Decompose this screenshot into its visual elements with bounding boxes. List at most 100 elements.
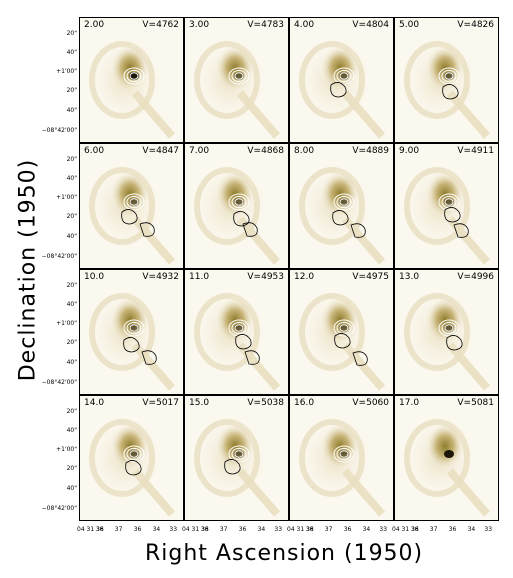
galaxy-tail [236,342,281,391]
channel-label: 16.0 [294,398,315,408]
white-contour [333,193,355,211]
white-contour [228,319,250,337]
dec-tick-label: +1'00" [56,194,77,202]
channel-label: 3.00 [189,20,210,30]
dec-tick-label: −08°42'00" [41,505,77,513]
black-contour [352,351,368,366]
black-contour [442,84,459,100]
galaxy-body [215,44,255,92]
galaxy-nucleus [444,324,454,332]
galaxy-nucleus [129,450,139,458]
galaxy-ring [404,167,470,245]
black-contour [244,350,260,365]
velocity-label: V=4953 [247,272,284,282]
galaxy-image [190,286,281,391]
galaxy-tail [236,216,281,265]
white-contour [126,69,142,83]
channel-panel: 2.00 V=4762 [79,17,184,143]
galaxy-tail [236,90,281,139]
velocity-label: V=4804 [352,20,389,30]
velocity-label: V=4911 [457,146,494,156]
galaxy-ring [299,419,365,497]
dec-tick-label: −08°42'00" [41,127,77,135]
white-contour [444,72,454,80]
channel-label: 11.0 [189,272,210,282]
channel-panel: 12.0 V=4975 [289,269,394,395]
galaxy-body [425,170,465,218]
galaxy-body [320,44,360,92]
galaxy-ring [89,419,155,497]
galaxy-ring [194,167,260,245]
galaxy-nucleus [234,198,244,206]
white-contour [123,319,145,337]
galaxy-ring [89,167,155,245]
channel-label: 2.00 [84,20,105,30]
velocity-label: V=4762 [142,20,179,30]
dec-tick-label: 40" [66,175,77,183]
galaxy-ring [89,293,155,371]
white-contour [228,67,250,85]
velocity-label: V=5060 [352,398,389,408]
velocity-label: V=5038 [247,398,284,408]
white-contour [441,321,457,335]
white-contour [126,321,142,335]
channel-label: 5.00 [399,20,420,30]
dec-tick-label: 20" [66,213,77,221]
channel-label: 9.00 [399,146,420,156]
white-contour [336,69,352,83]
black-contour [139,222,155,237]
galaxy-image [85,34,176,139]
channel-label: 6.00 [84,146,105,156]
ra-tick-label: 36 [133,526,142,533]
galaxy-image [400,160,491,265]
white-contour [444,324,454,332]
galaxy-ring [404,419,470,497]
galaxy-body [320,296,360,344]
ra-tick-label: 34 [257,526,266,533]
galaxy-image [190,34,281,139]
dec-tick-label: 40" [66,49,77,57]
white-contour [129,324,139,332]
galaxy-body [425,422,465,470]
black-contour [334,333,351,349]
galaxy-image [295,412,386,517]
ra-tick-label: 33 [379,526,388,533]
channel-panel: 17.0 V=5081 [394,395,499,521]
ra-tick-label: 36 [448,526,457,533]
channel-panel: 8.00 V=4889 [289,143,394,269]
white-contour [234,72,244,80]
dec-tick-label: 20" [66,465,77,473]
black-contour [446,335,463,351]
dec-tick-label: 20" [66,156,77,164]
channel-panel: 11.0 V=4953 [184,269,289,395]
ra-tick-label: 04 31 38 [77,526,104,533]
white-contour [123,193,145,211]
ra-tick-label: 34 [467,526,476,533]
white-contour [441,69,457,83]
dec-tick-label: 20" [66,408,77,416]
dec-tick-label: 40" [66,359,77,367]
white-contour [234,450,244,458]
white-contour [123,67,145,85]
galaxy-nucleus [129,72,139,80]
galaxy-body [425,44,465,92]
velocity-label: V=4847 [142,146,179,156]
galaxy-tail [341,342,386,391]
channel-label: 14.0 [84,398,105,408]
channel-panel: 10.0 V=4932 [79,269,184,395]
galaxy-tail [131,90,176,139]
galaxy-body [110,296,150,344]
white-contour [336,195,352,209]
white-contour [231,447,247,461]
channel-panel: 4.00 V=4804 [289,17,394,143]
white-contour [228,445,250,463]
galaxy-body [110,170,150,218]
channel-panel: 7.00 V=4868 [184,143,289,269]
black-contour [125,460,142,476]
white-contour [126,195,142,209]
white-contour [438,319,460,337]
dec-tick-label: +1'00" [56,68,77,76]
galaxy-body [215,422,255,470]
ra-tick-label: 36 [95,526,104,533]
